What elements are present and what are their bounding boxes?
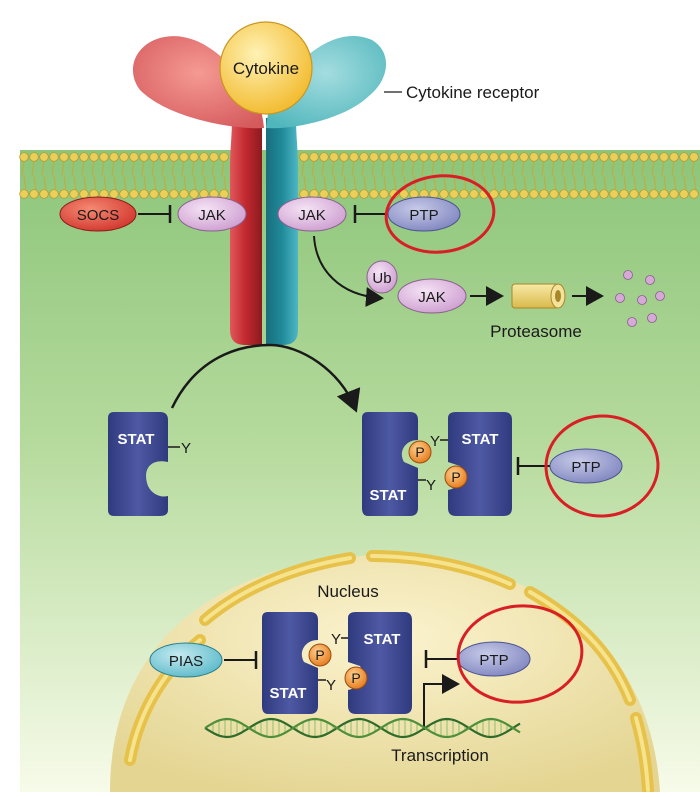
proteasome-label: Proteasome <box>490 322 582 341</box>
ptp-middle: PTP <box>549 448 623 484</box>
socs-protein: SOCS <box>59 196 137 232</box>
phospho-cyto-1-label: P <box>415 444 424 460</box>
receptor-left-chain <box>230 118 262 345</box>
phospho-cyto-1: P <box>408 440 432 464</box>
jak-ubiquitinated: JAK <box>397 278 467 314</box>
jak-left-label: JAK <box>198 207 226 224</box>
stat-inactive-label: STAT <box>118 431 155 448</box>
stat-dimer-nuc-left <box>262 612 318 714</box>
y-nuc-1: Y <box>331 631 341 648</box>
phospho-nuc-1-label: P <box>315 647 324 663</box>
stat-dimer-cyto-bottom-label: STAT <box>370 487 407 504</box>
nucleus-label: Nucleus <box>317 582 378 601</box>
socs-label: SOCS <box>77 207 120 224</box>
ub-label: Ub <box>372 270 391 287</box>
transcription-arrow <box>423 674 460 730</box>
receptor-right-chain <box>266 118 298 345</box>
highlight-circle-nucleus <box>456 604 584 704</box>
proteasome <box>511 283 566 309</box>
stat-inactive: STAT <box>108 412 168 516</box>
cytokine-label: Cytokine <box>233 59 299 78</box>
phospho-nuc-2: P <box>344 666 368 690</box>
cytokine-receptor-label: Cytokine receptor <box>406 83 540 102</box>
stat-dimer-nucleus: STAT STAT <box>262 612 412 714</box>
stat-dimer-nuc-top-label: STAT <box>364 631 401 648</box>
stat-dimer-cyto-left <box>362 412 418 516</box>
receptor-right-cap <box>266 35 387 129</box>
jak-ubiquitination-arrow <box>313 235 384 307</box>
stat-dimer-nuc-right <box>348 612 412 714</box>
highlight-circle-middle <box>544 414 660 518</box>
jak-left: JAK <box>177 196 247 232</box>
y-cyto-2: Y <box>426 477 436 494</box>
transcription-label: Transcription <box>391 746 489 765</box>
jak-ub-label: JAK <box>418 289 446 306</box>
nuclear-envelope <box>124 550 654 796</box>
stat-dimer-cyto-top-label: STAT <box>462 431 499 448</box>
pias-label: PIAS <box>169 653 203 670</box>
dna-helix <box>204 717 521 739</box>
ptp-nucleus-label: PTP <box>479 652 508 669</box>
jak-right: JAK <box>277 196 347 232</box>
pias-protein: PIAS <box>149 642 223 678</box>
ptp-top-label: PTP <box>409 207 438 224</box>
stat-dimer-cytoplasm: STAT STAT <box>362 412 512 516</box>
ptp-top: PTP <box>387 196 461 232</box>
ptp-middle-label: PTP <box>571 459 600 476</box>
stat-activation-arrow <box>170 343 361 413</box>
jak-right-label: JAK <box>298 207 326 224</box>
phospho-cyto-2: P <box>444 465 468 489</box>
cytokine-receptor <box>132 35 387 345</box>
cytokine: Cytokine <box>219 21 313 115</box>
ubiquitin: Ub <box>366 260 398 294</box>
ptp-nucleus: PTP <box>457 641 531 677</box>
highlight-circle-top <box>384 174 496 254</box>
stat-inactive-y: Y <box>181 440 191 457</box>
peptide-fragments <box>615 270 665 327</box>
receptor-left-cap <box>132 36 264 129</box>
phospho-nuc-2-label: P <box>351 670 360 686</box>
phospho-nuc-1: P <box>308 643 332 667</box>
stat-dimer-nuc-bottom-label: STAT <box>270 685 307 702</box>
cell-membrane <box>19 152 699 199</box>
phospho-cyto-2-label: P <box>451 469 460 485</box>
stat-dimer-cyto-right <box>448 412 512 516</box>
y-nuc-2: Y <box>326 677 336 694</box>
y-cyto-1: Y <box>430 433 440 450</box>
